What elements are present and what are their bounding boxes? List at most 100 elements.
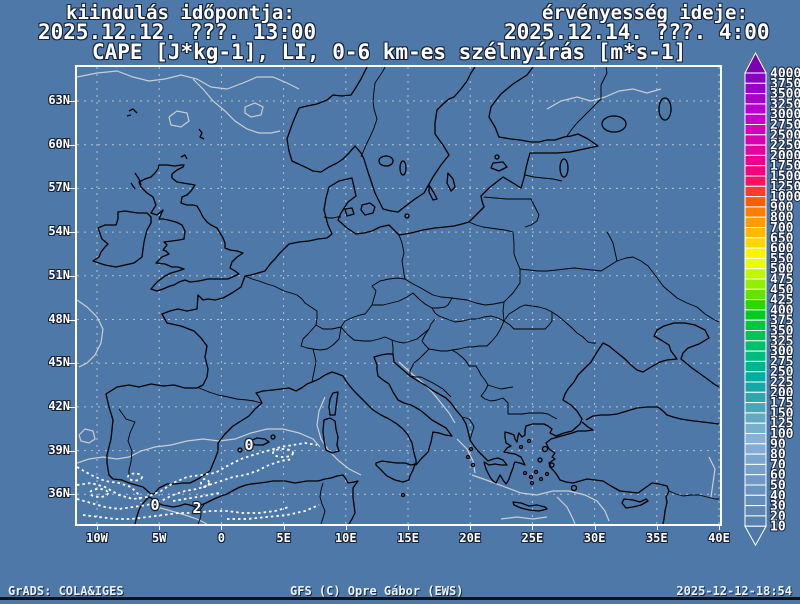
lon-label: 20E (459, 531, 482, 545)
colorbar-band (744, 443, 767, 455)
colorbar-band (744, 402, 767, 414)
colorbar-band (744, 484, 767, 496)
colorbar-bottom-arrow (744, 525, 767, 547)
gray-contours (77, 70, 716, 524)
colorbar-band (744, 453, 767, 465)
lon-tick (408, 524, 409, 530)
colorbar-level-label: 4000 (770, 67, 800, 82)
colorbar-band (744, 206, 767, 218)
colorbar-band (744, 227, 767, 239)
lat-label: 45N (48, 355, 70, 370)
colorbar-level-label: 125 (770, 417, 793, 432)
colorbar-band (744, 474, 767, 486)
colorbar-level-label: 50 (770, 479, 786, 494)
colorbar-band (744, 309, 767, 321)
colorbar-band (744, 113, 767, 125)
colorbar-level-label: 40 (770, 489, 786, 504)
lon-label: 10E (334, 531, 357, 545)
colorbar-level-label: 150 (770, 406, 794, 421)
lat-label: 42N (48, 398, 70, 413)
bottom-strip (0, 597, 800, 600)
lon-tick (656, 524, 658, 530)
europe-map-svg: 0 2 0 (77, 67, 720, 524)
page-title: CAPE [J*kg-1], LI, 0-6 km-es szélnyírás … (92, 40, 687, 64)
colorbar-band (744, 103, 767, 115)
white-contours (77, 442, 320, 520)
colorbar-band (744, 494, 767, 507)
lat-tick (69, 101, 75, 102)
lon-tick (221, 524, 223, 530)
colorbar-band (744, 371, 767, 383)
lon-label: 25E (521, 531, 544, 545)
lat-label: 39N (48, 442, 70, 457)
contour-value-label: 2 (192, 499, 201, 517)
europe-coastline (92, 67, 720, 524)
colorbar-level-label: 1750 (770, 159, 800, 174)
colorbar-band (744, 216, 767, 228)
colorbar-level-label: 900 (770, 200, 794, 215)
colorbar-band (744, 505, 767, 517)
colorbar-level-label: 600 (770, 242, 794, 257)
colorbar-level-label: 650 (770, 231, 794, 246)
colorbar-level-label: 450 (770, 283, 794, 298)
lon-tick (594, 524, 596, 530)
europe-map: 0 2 0 (75, 65, 722, 526)
colorbar-band (744, 463, 767, 476)
colorbar-level-label: 300 (770, 345, 794, 360)
colorbar-level-label: 70 (770, 458, 786, 473)
colorbar-level-label: 375 (770, 314, 793, 329)
colorbar-level-label: 2500 (770, 128, 800, 143)
footer-grads-credit: GrADS: COLA&IGES (8, 584, 124, 598)
colorbar-band (744, 72, 767, 84)
colorbar-level-label: 700 (770, 221, 794, 236)
lon-tick (345, 524, 347, 530)
lon-label: 40E (708, 531, 730, 545)
colorbar-band (744, 350, 767, 362)
lat-tick (69, 232, 75, 234)
colorbar-band (744, 257, 767, 270)
lat-tick (69, 363, 75, 365)
lat-tick (69, 319, 75, 321)
colorbar-band (744, 268, 767, 280)
colorbar-level-label: 90 (770, 437, 786, 452)
colorbar-level-label: 3000 (770, 108, 800, 123)
colorbar-level-label: 350 (770, 324, 794, 339)
colorbar: 4000 3750 3500 3250 3000 2750 2500 2250 2000 1750… (741, 0, 800, 600)
colorbar-band (744, 288, 767, 301)
lon-label: 10W (86, 531, 108, 545)
lat-tick (69, 450, 75, 452)
colorbar-level-label: 325 (770, 334, 793, 349)
colorbar-band (744, 330, 767, 342)
contour-value-label: 0 (244, 436, 253, 454)
lat-label: 48N (48, 311, 70, 326)
colorbar-level-label: 3500 (770, 87, 800, 102)
colorbar-band (744, 319, 767, 332)
colorbar-band (744, 185, 767, 198)
colorbar-level-label: 400 (770, 303, 794, 318)
colorbar-level-label: 475 (770, 273, 793, 288)
colorbar-level-label: 550 (770, 252, 794, 267)
lon-label: 30E (583, 531, 606, 545)
lat-label: 57N (48, 180, 70, 195)
footer-timestamp: 2025-12-12-18:54 (676, 584, 792, 598)
lat-tick (69, 188, 75, 190)
colorbar-band (744, 391, 767, 404)
colorbar-level-label: 800 (770, 211, 794, 226)
colorbar-band (744, 82, 767, 95)
colorbar-band (744, 412, 767, 424)
lon-label: 0 (217, 531, 225, 545)
colorbar-level-label: 30 (770, 499, 786, 514)
colorbar-level-label: 250 (770, 365, 794, 380)
colorbar-band (744, 165, 767, 177)
colorbar-level-label: 425 (770, 293, 793, 308)
colorbar-band (744, 422, 767, 435)
lat-label: 60N (48, 136, 70, 151)
country-borders (118, 67, 720, 524)
colorbar-band (744, 278, 767, 290)
colorbar-band (744, 433, 767, 445)
colorbar-band (744, 175, 767, 187)
colorbar-level-label: 1000 (770, 190, 800, 205)
colorbar-band (744, 381, 767, 393)
lon-tick (97, 524, 98, 530)
colorbar-level-label: 1250 (770, 180, 800, 195)
